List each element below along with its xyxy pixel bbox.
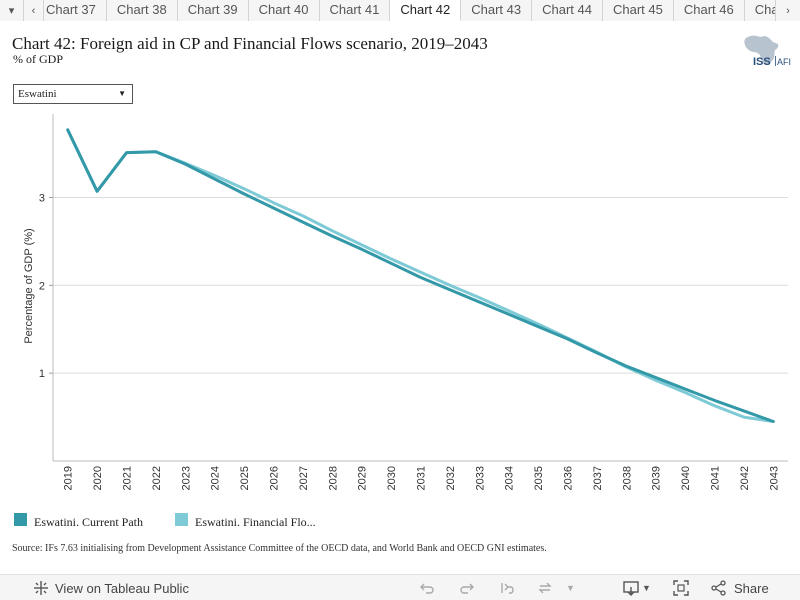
- sheet-tab-bar: ▾ ‹ Chart 37 Chart 38 Chart 39 Chart 40 Char…: [0, 0, 800, 21]
- y-axis: 1 2 3: [39, 114, 54, 461]
- chart-subtitle: % of GDP: [13, 52, 63, 66]
- refresh-menu-button[interactable]: ▼: [566, 575, 575, 600]
- tableau-toolbar: View on Tableau Public ▼ ▼: [0, 574, 800, 600]
- x-axis: 2019 2020 2021 2022 2023 2024 2025 2026 2027 2028…: [53, 460, 788, 490]
- source-note: Source: IFs 7.63 initialising from Devel…: [12, 543, 547, 554]
- caret-down-icon: ▼: [642, 583, 651, 593]
- x-tick-label: 2038: [621, 466, 633, 490]
- tab-chart-43[interactable]: Chart 43: [461, 0, 533, 21]
- logo-iss-text: ISS: [753, 56, 771, 68]
- redo-icon: [460, 583, 474, 594]
- undo-button[interactable]: [418, 575, 436, 600]
- legend-swatch: [14, 513, 27, 526]
- view-on-tableau-public-link[interactable]: View on Tableau Public: [32, 575, 189, 600]
- series-line-financial-flows[interactable]: [66, 128, 775, 423]
- iss-africa-logo: ISS AFI: [744, 35, 791, 68]
- x-tick-label: 2042: [739, 466, 751, 490]
- tableau-logo-icon: [34, 581, 48, 595]
- tab-chart-42[interactable]: Chart 42: [390, 0, 462, 21]
- tab-chart-39[interactable]: Chart 39: [177, 0, 249, 21]
- tab-chart-44[interactable]: Chart 44: [532, 0, 603, 21]
- logo-divider: [775, 56, 776, 66]
- legend-label: Eswatini. Financial Flo...: [195, 515, 316, 529]
- view-on-tableau-public-label: View on Tableau Public: [55, 580, 189, 596]
- x-tick-label: 2020: [92, 466, 104, 490]
- fullscreen-button[interactable]: [672, 575, 690, 600]
- tab-chart-46[interactable]: Chart 46: [673, 0, 745, 21]
- x-tick-label: 2032: [445, 466, 457, 490]
- x-tick-label: 2028: [327, 466, 339, 490]
- y-axis-label: Percentage of GDP (%): [23, 228, 35, 343]
- x-tick-label: 2040: [680, 466, 692, 490]
- share-label: Share: [734, 580, 769, 596]
- x-tick-label: 2025: [239, 466, 251, 490]
- x-tick-label: 2021: [122, 466, 134, 490]
- x-tick-label: 2037: [592, 466, 604, 490]
- series-lines: [66, 128, 775, 423]
- share-icon: [711, 580, 726, 596]
- tab-chart-41[interactable]: Chart 41: [319, 0, 391, 21]
- y-tick-label: 2: [39, 280, 45, 292]
- fullscreen-icon: [673, 580, 689, 596]
- x-tick-label: 2041: [710, 466, 722, 490]
- x-tick-label: 2024: [210, 466, 222, 490]
- caret-down-icon: ▼: [118, 89, 126, 98]
- x-tick-label: 2035: [533, 466, 545, 490]
- line-chart: 1 2 3 2019 2020 2021 2022 2023 2024 2025 2026 2027…: [23, 114, 788, 490]
- x-tick-label: 2030: [386, 466, 398, 490]
- x-tick-label: 2034: [504, 466, 516, 490]
- download-icon: [623, 581, 639, 596]
- logo-afi-text: AFI: [777, 57, 791, 67]
- x-tick-label: 2022: [151, 466, 163, 490]
- country-dropdown[interactable]: Eswatini ▼: [13, 84, 133, 104]
- revert-icon: [501, 583, 514, 594]
- x-tick-label: 2019: [63, 466, 75, 490]
- gridlines: [53, 196, 788, 374]
- undo-icon: [420, 583, 434, 594]
- x-tick-label: 2031: [416, 466, 428, 490]
- tab-chart-38[interactable]: Chart 38: [106, 0, 178, 21]
- x-tick-label: 2036: [563, 466, 575, 490]
- tab-list: Chart 37 Chart 38 Chart 39 Chart 40 Chart 41…: [44, 0, 775, 21]
- refresh-icon: [538, 582, 552, 594]
- x-tick-label: 2026: [269, 466, 281, 490]
- revert-button[interactable]: [498, 575, 516, 600]
- country-dropdown-value: Eswatini: [18, 88, 57, 100]
- previous-tab-button[interactable]: ‹: [24, 0, 44, 21]
- tab-chart-40[interactable]: Chart 40: [248, 0, 320, 21]
- x-tick-label: 2039: [651, 466, 663, 490]
- tab-char[interactable]: Char: [744, 0, 775, 21]
- legend-swatch: [175, 513, 188, 526]
- collapse-tabs-button[interactable]: ▾: [0, 0, 24, 21]
- chevron-left-icon: ‹: [31, 4, 36, 17]
- y-tick-label: 1: [39, 368, 45, 380]
- share-button[interactable]: Share: [710, 575, 769, 600]
- next-tab-button[interactable]: ›: [775, 0, 800, 21]
- legend-label: Eswatini. Current Path: [34, 515, 143, 529]
- africa-map-icon: [744, 35, 779, 65]
- y-tick-label: 3: [39, 192, 45, 204]
- x-tick-label: 2023: [180, 466, 192, 490]
- download-button[interactable]: ▼: [622, 575, 651, 600]
- x-tick-label: 2033: [474, 466, 486, 490]
- tab-chart-37[interactable]: Chart 37: [44, 0, 107, 21]
- caret-down-icon: ▼: [566, 583, 575, 593]
- series-line-current-path[interactable]: [66, 128, 775, 423]
- x-tick-label: 2029: [357, 466, 369, 490]
- tab-chart-45[interactable]: Chart 45: [603, 0, 674, 21]
- redo-button[interactable]: [458, 575, 476, 600]
- x-tick-label: 2027: [298, 466, 310, 490]
- refresh-button[interactable]: [536, 575, 554, 600]
- x-tick-label: 2043: [768, 466, 780, 490]
- chevron-right-icon: ›: [786, 4, 790, 17]
- chevron-down-icon: ▾: [8, 5, 15, 17]
- chart-title: Chart 42: Foreign aid in CP and Financia…: [12, 34, 488, 53]
